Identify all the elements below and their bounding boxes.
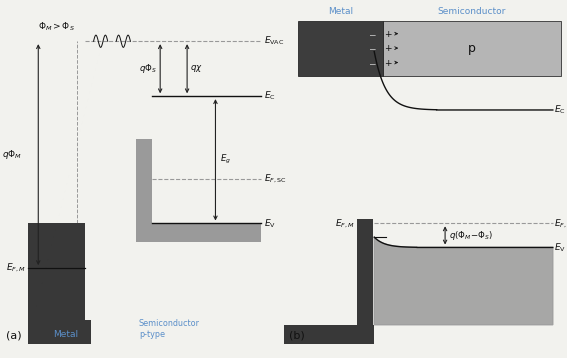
Text: $q(\Phi_M{-}\Phi_S)$: $q(\Phi_M{-}\Phi_S)$ bbox=[449, 229, 493, 242]
Bar bbox=[136, 139, 152, 242]
Text: p: p bbox=[468, 42, 476, 55]
Text: $-$: $-$ bbox=[369, 44, 377, 53]
Text: $+$: $+$ bbox=[383, 29, 392, 39]
Bar bbox=[28, 223, 85, 344]
Text: $q\chi$: $q\chi$ bbox=[190, 63, 203, 74]
Text: $E_\mathrm{VAC}$: $E_\mathrm{VAC}$ bbox=[264, 35, 284, 48]
Text: $E_{F,M}$: $E_{F,M}$ bbox=[6, 262, 26, 274]
Text: (b): (b) bbox=[289, 330, 305, 340]
Text: (a): (a) bbox=[6, 330, 22, 340]
Bar bbox=[136, 223, 261, 242]
Text: $E_{F,M}$: $E_{F,M}$ bbox=[335, 217, 354, 229]
Text: $\Phi_M>\Phi_S$: $\Phi_M>\Phi_S$ bbox=[38, 20, 75, 33]
Text: $E_g$: $E_g$ bbox=[220, 153, 231, 166]
Bar bbox=[284, 325, 374, 344]
Text: $E_\mathrm{C}$: $E_\mathrm{C}$ bbox=[264, 90, 276, 102]
Text: $-$: $-$ bbox=[369, 29, 377, 38]
Bar bbox=[383, 21, 561, 76]
Text: $+$: $+$ bbox=[383, 43, 392, 53]
Text: $q\Phi_S$: $q\Phi_S$ bbox=[139, 62, 157, 75]
Text: Metal: Metal bbox=[328, 8, 353, 16]
Bar bbox=[28, 320, 91, 344]
Text: $+$: $+$ bbox=[383, 58, 392, 68]
Text: $E_{F,\mathrm{SC}}$: $E_{F,\mathrm{SC}}$ bbox=[264, 173, 286, 185]
Polygon shape bbox=[374, 237, 553, 325]
Text: Semiconductor: Semiconductor bbox=[438, 8, 506, 16]
Text: $E_{F,\mathrm{SC}}$: $E_{F,\mathrm{SC}}$ bbox=[555, 217, 567, 229]
Bar bbox=[357, 219, 373, 344]
Bar bbox=[298, 21, 383, 76]
Text: $q\Phi_M$: $q\Phi_M$ bbox=[2, 148, 23, 161]
Text: Metal: Metal bbox=[53, 329, 78, 339]
Text: $-$: $-$ bbox=[369, 58, 377, 67]
Text: Semiconductor
p-type: Semiconductor p-type bbox=[139, 319, 200, 339]
Text: $E_\mathrm{V}$: $E_\mathrm{V}$ bbox=[555, 241, 566, 254]
Text: $E_\mathrm{C}$: $E_\mathrm{C}$ bbox=[555, 104, 566, 116]
Text: $E_\mathrm{V}$: $E_\mathrm{V}$ bbox=[264, 217, 276, 229]
